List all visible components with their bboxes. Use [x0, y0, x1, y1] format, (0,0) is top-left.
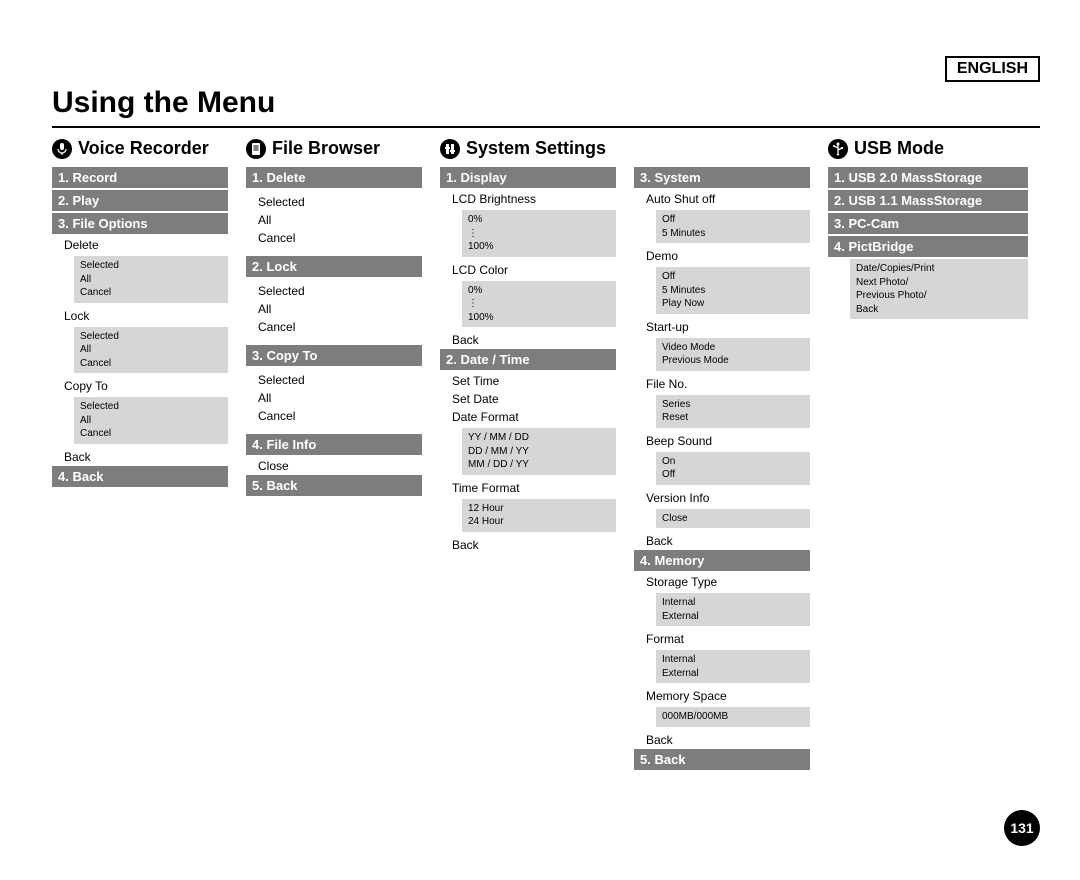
menu-options: Close [656, 509, 810, 529]
menu-options: Selected All Cancel [246, 279, 422, 339]
menu-header: 3. File Options [52, 213, 228, 234]
menu-header: 2. Play [52, 190, 228, 211]
menu-options: Internal External [656, 650, 810, 683]
menu-item: Copy To [52, 377, 228, 395]
menu-options: Selected All Cancel [74, 397, 228, 444]
manual-page: ENGLISH Using the Menu Voice Recorder 1.… [0, 0, 1080, 880]
page-title: Using the Menu [52, 86, 1040, 120]
menu-header: 3. PC-Cam [828, 213, 1028, 234]
divider [52, 126, 1040, 128]
menu-item: Set Date [440, 390, 616, 408]
menu-options: 0% ⋮ 100% [462, 210, 616, 257]
menu-options: 12 Hour 24 Hour [462, 499, 616, 532]
menu-item: Back [634, 532, 810, 550]
menu-item: LCD Color [440, 261, 616, 279]
menu-header: 5. Back [634, 749, 810, 770]
menu-options: Selected All Cancel [74, 256, 228, 303]
menu-options: Selected All Cancel [246, 368, 422, 428]
section-head-system: System Settings [440, 138, 810, 159]
menu-options: Date/Copies/Print Next Photo/ Previous P… [850, 259, 1028, 319]
menu-item: Back [52, 448, 228, 466]
menu-options: YY / MM / DD DD / MM / YY MM / DD / YY [462, 428, 616, 475]
col-usb-mode: USB Mode 1. USB 2.0 MassStorage 2. USB 1… [828, 138, 1028, 772]
columns: Voice Recorder 1. Record 2. Play 3. File… [52, 138, 1040, 772]
menu-item: Set Time [440, 372, 616, 390]
menu-options: Selected All Cancel [74, 327, 228, 374]
section-title: File Browser [272, 138, 380, 159]
menu-item: Memory Space [634, 687, 810, 705]
menu-header: 1. USB 2.0 MassStorage [828, 167, 1028, 188]
sys-col-a: 1. Display LCD Brightness 0% ⋮ 100% LCD … [440, 167, 616, 772]
menu-item: Date Format [440, 408, 616, 426]
menu-item: Start-up [634, 318, 810, 336]
section-head-file: File Browser [246, 138, 422, 159]
section-head-usb: USB Mode [828, 138, 1028, 159]
menu-item: Delete [52, 236, 228, 254]
section-title: Voice Recorder [78, 138, 209, 159]
menu-item: Version Info [634, 489, 810, 507]
page-number-badge: 131 [1004, 810, 1040, 846]
menu-item: Lock [52, 307, 228, 325]
menu-item: Format [634, 630, 810, 648]
col-system-settings: System Settings 1. Display LCD Brightnes… [440, 138, 810, 772]
col-file-browser: File Browser 1. Delete Selected All Canc… [246, 138, 422, 772]
document-icon [246, 139, 266, 159]
menu-options: 0% ⋮ 100% [462, 281, 616, 328]
menu-item: Demo [634, 247, 810, 265]
menu-header: 1. Display [440, 167, 616, 188]
menu-item: LCD Brightness [440, 190, 616, 208]
menu-header: 4. PictBridge [828, 236, 1028, 257]
menu-item: Back [634, 731, 810, 749]
menu-options: 000MB/000MB [656, 707, 810, 727]
menu-options: Internal External [656, 593, 810, 626]
menu-header: 2. Date / Time [440, 349, 616, 370]
col-voice-recorder: Voice Recorder 1. Record 2. Play 3. File… [52, 138, 228, 772]
usb-icon [828, 139, 848, 159]
menu-header: 1. Delete [246, 167, 422, 188]
menu-item: Beep Sound [634, 432, 810, 450]
menu-header: 4. Back [52, 466, 228, 487]
menu-header: 3. System [634, 167, 810, 188]
section-title: USB Mode [854, 138, 944, 159]
menu-item: Close [246, 457, 422, 475]
menu-item: Back [440, 331, 616, 349]
menu-options: Off 5 Minutes Play Now [656, 267, 810, 314]
menu-options: Selected All Cancel [246, 190, 422, 250]
microphone-icon [52, 139, 72, 159]
language-badge: ENGLISH [945, 56, 1040, 82]
settings-icon [440, 139, 460, 159]
menu-item: Auto Shut off [634, 190, 810, 208]
menu-header: 2. Lock [246, 256, 422, 277]
menu-header: 4. Memory [634, 550, 810, 571]
menu-item: Storage Type [634, 573, 810, 591]
sys-col-b: 3. System Auto Shut off Off 5 Minutes De… [634, 167, 810, 772]
menu-header: 4. File Info [246, 434, 422, 455]
section-title: System Settings [466, 138, 606, 159]
menu-item: File No. [634, 375, 810, 393]
menu-item: Back [440, 536, 616, 554]
menu-options: Series Reset [656, 395, 810, 428]
section-head-voice: Voice Recorder [52, 138, 228, 159]
menu-header: 3. Copy To [246, 345, 422, 366]
menu-options: Video Mode Previous Mode [656, 338, 810, 371]
menu-options: Off 5 Minutes [656, 210, 810, 243]
menu-item: Time Format [440, 479, 616, 497]
menu-options: On Off [656, 452, 810, 485]
menu-header: 1. Record [52, 167, 228, 188]
menu-header: 5. Back [246, 475, 422, 496]
menu-header: 2. USB 1.1 MassStorage [828, 190, 1028, 211]
